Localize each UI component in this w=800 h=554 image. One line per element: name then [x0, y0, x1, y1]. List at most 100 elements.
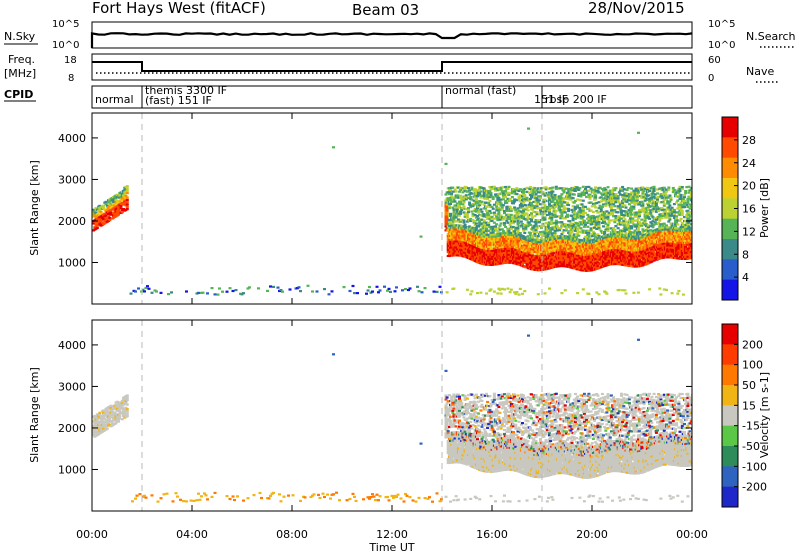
data-cell [584, 223, 587, 226]
data-cell [490, 225, 494, 228]
data-cell [589, 227, 593, 230]
data-cell [453, 236, 457, 239]
data-cell [634, 237, 638, 240]
data-cell [515, 193, 519, 196]
data-cell [608, 189, 612, 192]
data-cell [651, 200, 655, 203]
data-cell [506, 187, 510, 190]
data-cell [327, 293, 331, 296]
data-cell [599, 240, 603, 243]
data-cell [521, 262, 524, 265]
data-cell [650, 232, 654, 235]
data-cell [652, 223, 656, 226]
data-cell [613, 195, 617, 198]
data-cell [633, 189, 637, 192]
data-cell [539, 258, 542, 262]
data-cell [587, 185, 591, 188]
data-cell [105, 204, 109, 207]
data-cell [535, 227, 539, 230]
data-cell [545, 247, 549, 250]
data-cell [455, 208, 459, 211]
data-cell [543, 208, 547, 211]
data-cell [507, 185, 511, 188]
data-cell [455, 234, 459, 237]
data-cell [600, 215, 604, 218]
data-cell [510, 233, 514, 237]
data-cell [492, 203, 496, 206]
data-cell [465, 212, 469, 215]
data-cell [652, 195, 656, 198]
data-cell [125, 201, 129, 204]
data-cell [117, 202, 120, 205]
data-cell [516, 231, 520, 234]
data-cell [505, 207, 509, 210]
data-cell [613, 189, 617, 192]
data-cell [476, 195, 479, 198]
data-cell [459, 188, 463, 191]
data-cell [640, 194, 644, 197]
data-cell [499, 214, 503, 217]
data-cell [474, 200, 478, 203]
data-cell [487, 233, 491, 236]
data-cell [472, 203, 476, 206]
data-cell [532, 200, 536, 203]
data-cell [596, 217, 600, 220]
nsky-tick-bottom-right: 10^0 [708, 40, 735, 51]
data-cell [571, 219, 575, 222]
data-cell [577, 266, 581, 269]
data-cell [551, 186, 555, 189]
data-cell [506, 221, 510, 224]
data-cell [654, 210, 658, 213]
data-cell [463, 223, 467, 226]
data-cell [527, 203, 531, 206]
data-cell [497, 230, 501, 233]
data-cell [572, 235, 576, 238]
data-cell [604, 291, 608, 294]
data-cell [536, 207, 540, 210]
data-cell [597, 211, 601, 214]
data-cell [485, 213, 488, 216]
data-cell [581, 207, 585, 210]
data-cell [530, 214, 533, 217]
data-cell [522, 207, 526, 210]
data-cell [554, 221, 558, 224]
data-cell [594, 236, 598, 239]
data-cell [576, 264, 580, 267]
data-cell [147, 287, 151, 290]
data-cell [624, 196, 628, 199]
data-cell [514, 254, 518, 257]
data-cell [525, 206, 529, 209]
data-cell [458, 204, 461, 207]
nsky-tick-bottom: 10^0 [52, 40, 79, 51]
data-cell [94, 211, 98, 214]
data-cell [627, 260, 631, 264]
data-cell [445, 211, 449, 214]
data-cell [621, 195, 625, 199]
data-cell [513, 230, 517, 233]
data-cell [473, 220, 477, 223]
data-cell [473, 224, 477, 227]
data-cell [518, 194, 522, 197]
data-cell [550, 218, 554, 221]
data-cell [650, 198, 654, 201]
data-cell [643, 245, 647, 248]
data-cell [497, 196, 501, 200]
data-cell [125, 203, 129, 206]
data-cell [567, 245, 571, 248]
data-cell [607, 211, 611, 214]
data-cell [535, 211, 539, 214]
data-cell [533, 258, 537, 261]
data-cell [549, 226, 553, 230]
data-cell [490, 185, 494, 189]
data-cell [660, 217, 664, 220]
data-cell [505, 201, 509, 204]
data-cell [155, 290, 158, 293]
data-cell [629, 259, 632, 262]
data-cell [656, 208, 659, 211]
data-cell [501, 192, 505, 195]
data-cell [476, 219, 479, 222]
data-cell [631, 263, 635, 266]
data-cell [521, 292, 524, 295]
data-cell [609, 227, 613, 230]
data-cell [609, 251, 613, 254]
